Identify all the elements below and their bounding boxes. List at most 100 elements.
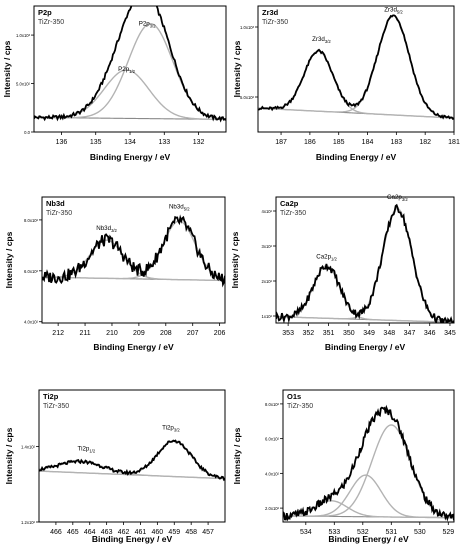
x-tick-label: 136 [56, 139, 68, 146]
panel-title: Ca2p [280, 199, 299, 208]
panel-subtitle: TiZr-350 [46, 210, 72, 217]
x-tick-label: 460 [152, 529, 164, 536]
axes-frame [41, 196, 226, 324]
x-tick-label: 134 [124, 139, 136, 146]
y-tick-label: 1.4x10² [21, 445, 36, 450]
envelope-curve [276, 203, 454, 323]
component-curve-1 [276, 265, 454, 323]
x-tick-label: 457 [202, 529, 214, 536]
panel-nb3d: 212 211 210 209 208 207 206 4.0x10² 6.0x10² 8.0x1… [4, 196, 226, 352]
envelope-curve [39, 439, 225, 482]
plot-area [39, 439, 225, 482]
axes-frame [275, 196, 455, 324]
y-tick-label: 1.0x10³ [16, 33, 31, 38]
y-tick-label: 5.0x10² [240, 95, 255, 100]
panel-subtitle: TiZr-350 [262, 19, 288, 26]
x-tick-label: 530 [414, 529, 426, 536]
x-tick-label: 346 [424, 330, 436, 337]
x-axis-label: Binding Energy / eV [316, 152, 397, 162]
envelope-curve [42, 214, 225, 288]
x-tick-label: 212 [52, 330, 64, 337]
x-tick-label: 181 [448, 139, 460, 146]
x-tick-label: 207 [187, 330, 199, 337]
x-tick-label: 529 [442, 529, 454, 536]
y-tick-label: 8.0x10² [265, 402, 280, 407]
x-tick-label: 465 [67, 529, 79, 536]
x-tick-label: 348 [383, 330, 395, 337]
x-tick-label: 349 [363, 330, 375, 337]
x-tick-label: 211 [79, 330, 90, 337]
y-tick-label: 1.0x10³ [240, 25, 255, 30]
peak-label-2: Ca2p3/2 [387, 194, 408, 202]
y-tick-label: 4.0x10² [24, 320, 39, 325]
x-tick-label: 532 [357, 529, 369, 536]
peak-label-1: Zr3d3/2 [312, 36, 331, 44]
plot-area [276, 203, 454, 323]
x-tick-label: 462 [118, 529, 130, 536]
peak-label-2: Zr3d5/2 [384, 7, 403, 15]
x-tick-label: 182 [419, 139, 431, 146]
x-tick-label: 206 [214, 330, 226, 337]
y-tick-label: 4.0x10² [265, 471, 280, 476]
y-axis-label: Intensity / cps [232, 427, 242, 484]
component-curve-2 [34, 69, 226, 121]
y-tick-label: 4x10² [262, 209, 273, 214]
peak-label-1: Ca2p1/2 [316, 253, 337, 261]
x-tick-label: 209 [133, 330, 145, 337]
y-tick-label: 2.0x10² [265, 506, 280, 511]
axes-frame [282, 389, 455, 523]
panel-subtitle: TiZr-350 [280, 210, 306, 217]
axes-frame [257, 5, 455, 133]
x-tick-label: 133 [158, 139, 170, 146]
x-tick-label: 459 [168, 529, 180, 536]
x-tick-label: 210 [106, 330, 118, 337]
plot-area [34, 6, 226, 123]
x-tick-label: 464 [84, 529, 96, 536]
peak-label-1: Nb3d3/2 [96, 225, 117, 233]
y-tick-label: 5.0x10² [16, 82, 31, 87]
x-tick-label: 352 [303, 330, 315, 337]
panel-title: Nb3d [46, 199, 65, 208]
panel-title: O1s [287, 392, 301, 401]
x-axis-label: Binding Energy / eV [92, 534, 173, 544]
y-axis-label: Intensity / cps [230, 231, 240, 288]
x-axis-label: Binding Energy / eV [328, 534, 409, 544]
envelope-curve [283, 404, 454, 522]
x-tick-label: 347 [404, 330, 416, 337]
plot-area [258, 14, 454, 120]
x-tick-label: 534 [300, 529, 312, 536]
peak-label-2: Nb3d5/2 [169, 203, 190, 211]
y-tick-label: 0.0 [24, 130, 30, 135]
y-tick-label: 1.2x10² [21, 520, 36, 525]
envelope-curve [258, 14, 454, 120]
y-tick-label: 8.0x10² [24, 218, 39, 223]
axes-frame [38, 389, 226, 523]
panel-title: P2p [38, 8, 52, 17]
panel-title: Zr3d [262, 8, 279, 17]
panel-subtitle: TiZr-350 [38, 19, 64, 26]
x-tick-label: 132 [193, 139, 205, 146]
peak-label-1: Ti2p1/2 [78, 445, 96, 453]
envelope-curve [34, 6, 226, 123]
x-axis-label: Binding Energy / eV [325, 342, 406, 352]
x-tick-label: 458 [185, 529, 197, 536]
x-axis-label: Binding Energy / eV [93, 342, 174, 352]
x-tick-label: 135 [90, 139, 102, 146]
x-tick-label: 184 [362, 139, 374, 146]
x-tick-label: 185 [333, 139, 345, 146]
peak-label-2: P2p1/2 [118, 66, 136, 74]
y-tick-label: 3x10² [262, 244, 273, 249]
y-tick-label: 1x10² [262, 314, 273, 319]
x-tick-label: 353 [282, 330, 294, 337]
x-tick-label: 186 [304, 139, 316, 146]
x-tick-label: 531 [385, 529, 397, 536]
x-tick-label: 533 [328, 529, 340, 536]
plot-area [42, 214, 225, 288]
x-tick-label: 351 [323, 330, 335, 337]
plot-area [283, 404, 454, 522]
peak-label-1: P2p3/2 [139, 20, 157, 28]
panel-zr3d: 187 186 185 184 183 182 181 5.0x10² 1.0x10³ Zr3d T… [232, 5, 460, 162]
x-tick-label: 345 [444, 330, 456, 337]
x-tick-label: 208 [160, 330, 172, 337]
